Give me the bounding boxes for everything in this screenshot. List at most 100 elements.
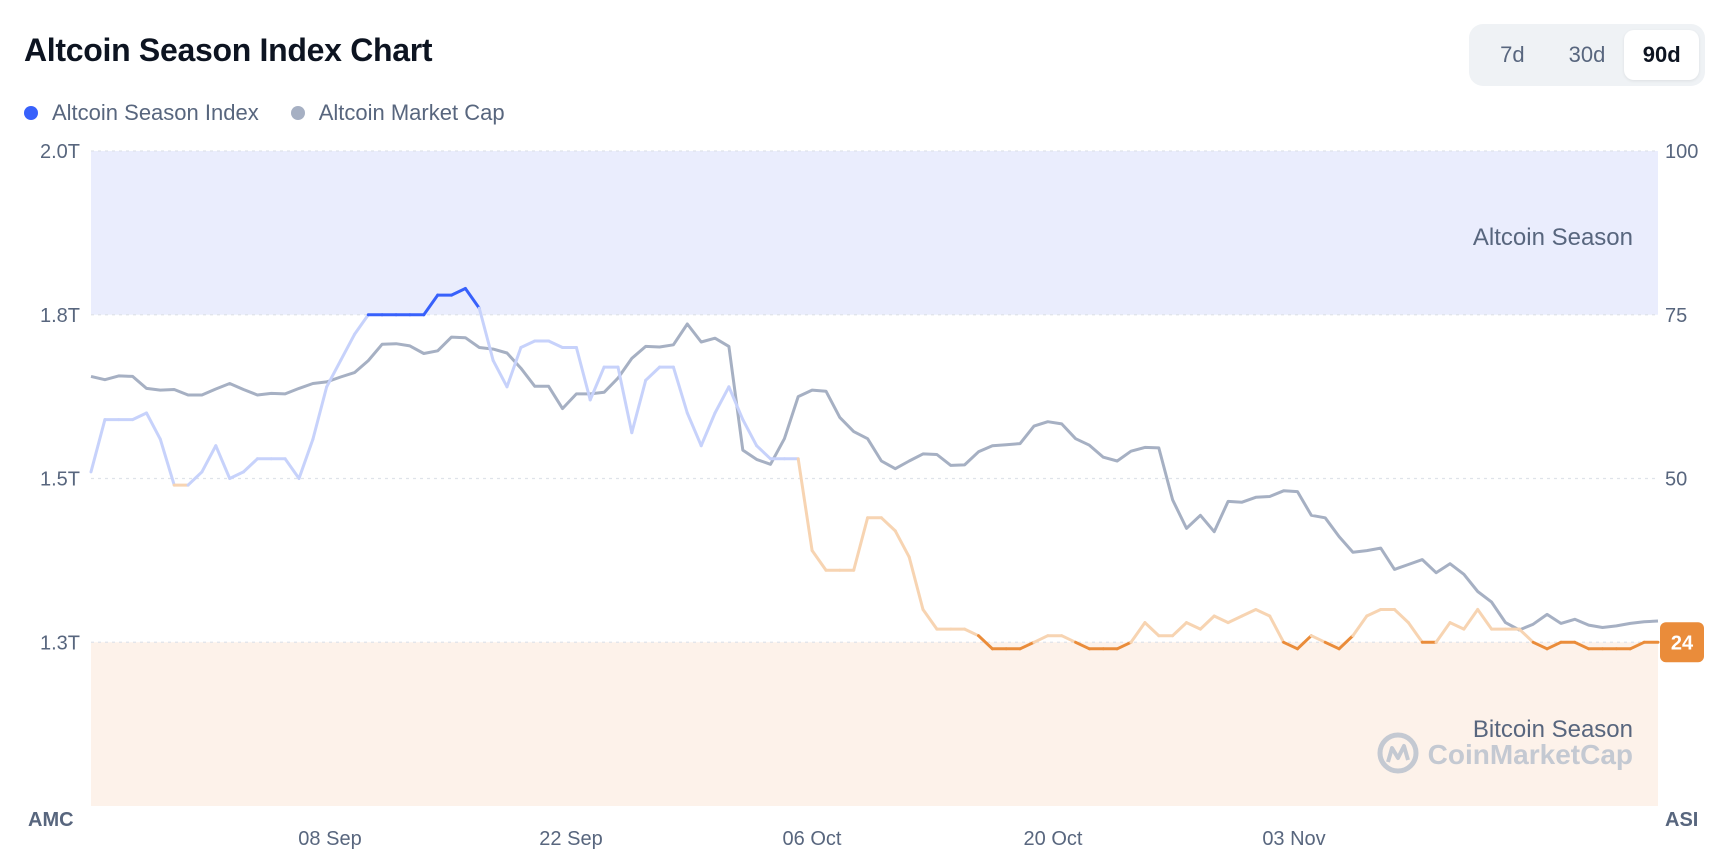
altcoin-season-index-segment xyxy=(616,365,634,435)
current-value-badge-bg xyxy=(1660,622,1704,663)
range-30d-button[interactable]: 30d xyxy=(1568,42,1606,67)
altcoin-season-index-segment xyxy=(1185,621,1202,631)
altcoin-season-index-segment xyxy=(644,365,662,382)
altcoin-season-index-segment xyxy=(685,411,703,448)
altcoin-season-index-segment xyxy=(1240,608,1258,618)
altcoin-season-index-segment xyxy=(1212,614,1230,625)
altcoin-season-index-segment xyxy=(727,385,745,422)
altcoin-season-index-segment xyxy=(796,457,814,552)
altcoin-season-index-segment xyxy=(214,444,232,480)
left-axis-tick: 1.5T xyxy=(40,469,80,491)
altcoin-season-index-segment xyxy=(186,470,204,487)
chart-legend: Altcoin Season Index Altcoin Market Cap xyxy=(24,100,505,126)
altcoin-season-index-segment xyxy=(1406,621,1424,644)
coinmarketcap-watermark: CoinMarketCap xyxy=(1377,732,1633,774)
altcoin-season-index-segment xyxy=(311,385,329,441)
legend-item-altcoin-season-index[interactable]: Altcoin Season Index xyxy=(24,100,259,126)
altcoin-season-index-segment xyxy=(1198,614,1216,631)
altcoin-season-index-segment xyxy=(1393,608,1410,625)
altcoin-season-index-segment xyxy=(131,411,148,422)
watermark-text: CoinMarketCap xyxy=(1428,739,1633,770)
x-axis-tick: 08 Sep xyxy=(298,828,361,850)
range-90d-button[interactable]: 90d xyxy=(1624,30,1700,80)
altcoin-season-index-segment xyxy=(491,359,509,389)
x-axis-tick: 22 Sep xyxy=(539,828,602,850)
altcoin-season-index-segment xyxy=(1531,640,1549,651)
altcoin-season-index-segment xyxy=(671,365,689,415)
altcoin-season-index-segment xyxy=(297,437,315,480)
altcoin-season-index-segment xyxy=(588,365,606,402)
altcoin-season-index-segment xyxy=(1129,621,1147,644)
altcoin-season-index-segment xyxy=(505,346,523,389)
coinmarketcap-logo-icon xyxy=(1377,732,1419,774)
altcoin-season-index-segment xyxy=(1296,634,1313,651)
altcoin-season-index-segment xyxy=(879,516,897,533)
left-axis-tick: 2.0T xyxy=(40,141,80,163)
altcoin-season-index-segment xyxy=(574,346,592,402)
altcoin-season-index-segment xyxy=(1309,634,1327,644)
altcoin-season-index-segment xyxy=(1226,614,1244,625)
x-axis-tick: 20 Oct xyxy=(1024,828,1083,850)
altcoin-season-index-segment xyxy=(242,457,259,474)
altcoin-season-index-segment xyxy=(755,444,772,461)
right-axis-tick: 75 xyxy=(1665,305,1687,327)
time-range-selector: 7d 30d 90d xyxy=(1469,24,1705,86)
altcoin-season-index-segment xyxy=(145,411,162,441)
altcoin-season-index-segment xyxy=(1115,640,1133,651)
altcoin-market-cap-line xyxy=(90,322,1659,632)
altcoin-season-index-segment xyxy=(1434,621,1452,644)
altcoin-season-index-segment xyxy=(921,608,939,631)
altcoin-season-index-segment xyxy=(1573,640,1591,651)
altcoin-season-index-segment xyxy=(741,418,759,448)
altcoin-season-index-segment xyxy=(325,359,343,389)
altcoin-season-index-segment xyxy=(1448,621,1466,631)
altcoin-season-index-segment xyxy=(1018,640,1036,651)
altcoin-season-index-segment xyxy=(463,287,481,310)
zone-label-bitcoin-season: Bitcoin Season xyxy=(1473,716,1633,743)
altcoin-season-index-segment xyxy=(1323,640,1341,651)
altcoin-season-index-segment xyxy=(283,457,301,480)
legend-item-altcoin-market-cap[interactable]: Altcoin Market Cap xyxy=(290,100,505,126)
altcoin-season-zone xyxy=(91,151,1658,315)
altcoin-season-index-segment xyxy=(699,411,717,448)
altcoin-season-index-segment xyxy=(158,437,176,487)
altcoin-season-index-segment xyxy=(1351,614,1369,638)
chart-title: Altcoin Season Index Chart xyxy=(24,32,433,68)
left-axis-tick: 1.8T xyxy=(40,305,80,327)
left-axis-tag: AMC xyxy=(28,809,74,831)
current-value-badge-text: 24 xyxy=(1671,632,1694,654)
altcoin-season-index-segment xyxy=(963,627,980,638)
legend-dot-icon xyxy=(290,106,305,120)
range-7d-button[interactable]: 7d xyxy=(1500,42,1525,67)
altcoin-season-index-segment xyxy=(810,549,828,572)
altcoin-season-index-segment xyxy=(1143,621,1161,638)
x-axis-tick: 03 Nov xyxy=(1262,828,1325,850)
legend-dot-icon xyxy=(24,106,38,120)
altcoin-season-index-segment xyxy=(422,293,440,317)
altcoin-season-index-segment xyxy=(977,634,994,651)
altcoin-season-index-segment xyxy=(547,339,564,349)
altcoin-season-index-segment xyxy=(519,339,537,349)
right-axis-tick: 100 xyxy=(1665,141,1698,163)
legend-label: Altcoin Season Index xyxy=(52,100,259,125)
altcoin-season-index-segment xyxy=(1060,634,1078,644)
right-axis-tick: 50 xyxy=(1665,469,1687,491)
altcoin-season-index-segment xyxy=(713,385,731,415)
altcoin-season-index-segment xyxy=(893,529,911,559)
altcoin-season-index-segment xyxy=(1365,608,1383,618)
zone-label-altcoin-season: Altcoin Season xyxy=(1473,224,1633,251)
altcoin-season-index-segment xyxy=(228,470,245,480)
altcoin-season-index-segment xyxy=(477,306,495,363)
coinmarketcap-logo-mark-icon xyxy=(1386,744,1410,763)
altcoin-season-index-segment xyxy=(1476,608,1494,631)
altcoin-season-index-segment xyxy=(1337,634,1355,651)
x-axis-tick: 06 Oct xyxy=(783,828,842,850)
altcoin-season-index-segment xyxy=(1074,640,1091,651)
altcoin-season-index-segment xyxy=(1282,640,1299,651)
altcoin-season-index-segment xyxy=(450,287,467,297)
altcoin-season-index-segment xyxy=(1254,608,1272,618)
altcoin-season-index-segment xyxy=(852,516,870,572)
altcoin-season-index-segment xyxy=(1628,640,1646,651)
altcoin-season-index-segment xyxy=(1171,621,1188,638)
